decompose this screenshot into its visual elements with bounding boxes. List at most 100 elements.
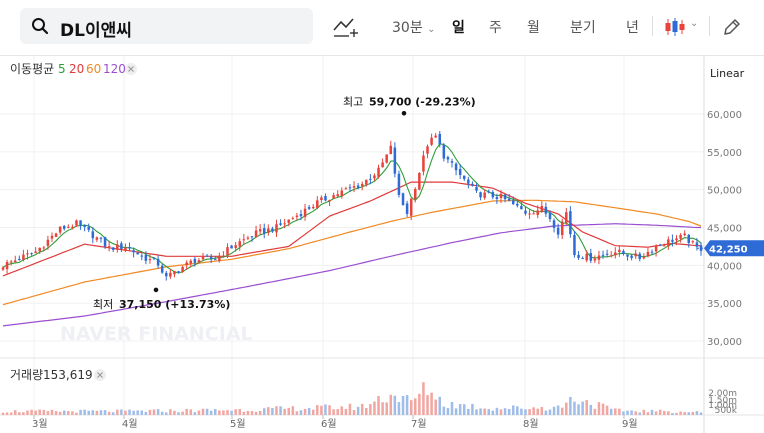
x-tick-label: 7월	[411, 418, 427, 430]
candle-body	[222, 255, 225, 257]
candle-body	[597, 255, 601, 260]
volume-bar	[450, 401, 454, 415]
x-tick-label: 9월	[622, 418, 638, 430]
y-tick-label: 45,000	[707, 224, 742, 235]
volume-bar	[573, 401, 576, 415]
volume-bar	[454, 408, 458, 415]
volume-bar	[311, 409, 315, 415]
ma120-legend[interactable]: 120	[103, 62, 126, 76]
volume-bar	[446, 408, 450, 415]
candle-body	[438, 133, 442, 145]
candle-body	[581, 258, 584, 260]
candle-body	[646, 251, 650, 257]
volume-bar	[552, 406, 556, 415]
candle-body	[87, 226, 90, 230]
volume-bar	[356, 406, 360, 415]
x-axis: 3월 4월 5월 6월 7월 8월 9월	[32, 415, 638, 430]
ma5-legend[interactable]: 5	[58, 62, 66, 76]
pencil-icon[interactable]	[722, 17, 742, 37]
volume-bar	[544, 410, 548, 415]
volume-bar	[622, 411, 625, 415]
candle-body	[356, 185, 360, 188]
tab-period-week[interactable]: 주	[489, 20, 502, 36]
candle-body	[226, 247, 229, 256]
volume-bar	[691, 411, 695, 415]
volume-bar	[671, 413, 674, 415]
volume-bar	[67, 411, 70, 415]
candle-body	[430, 137, 433, 145]
volume-bar	[193, 412, 197, 415]
candle-body	[528, 213, 531, 215]
volume-bar	[128, 409, 131, 415]
low-value: 37,150 (+13.73%)	[119, 298, 230, 311]
candle-body	[181, 266, 184, 273]
candle-body	[91, 231, 95, 239]
tab-period-year[interactable]: 년	[626, 20, 639, 36]
volume-bar	[593, 408, 597, 415]
search-input[interactable]: DL이앤씨	[60, 21, 132, 41]
volume-bar	[585, 400, 588, 415]
volume-bar	[279, 406, 282, 415]
volume-bar	[442, 406, 446, 415]
volume-bar	[140, 410, 144, 415]
volume-bar	[275, 406, 278, 415]
x-tick-label: 5월	[230, 418, 246, 430]
volume-bar	[189, 409, 193, 415]
volume-bar	[299, 410, 303, 415]
interval-label: 30분	[392, 20, 423, 36]
interval-dropdown[interactable]: 30분 ⌄	[392, 17, 436, 37]
current-price-label: 42,250	[709, 244, 748, 255]
volume-bar	[614, 408, 617, 415]
high-label: 최고	[343, 95, 363, 108]
y-tick-label: 35,000	[707, 299, 742, 310]
volume-bar	[401, 395, 405, 415]
volume-bar	[532, 407, 535, 415]
ma-legend-close-icon[interactable]	[125, 63, 137, 75]
candle-body	[675, 238, 678, 241]
candle-body	[177, 271, 180, 273]
tab-period-quarter[interactable]: 분기	[570, 20, 596, 36]
candle-body	[442, 145, 446, 159]
volume-bar	[360, 403, 364, 415]
candle-body	[385, 154, 388, 163]
candle-body	[467, 179, 470, 184]
volume-bar	[295, 411, 299, 415]
candle-body	[332, 195, 335, 199]
volume-bar	[699, 412, 703, 415]
candle-body	[565, 212, 568, 223]
candles	[1, 130, 703, 281]
ma20-legend[interactable]: 20	[69, 62, 84, 76]
volume-bars	[1, 382, 703, 415]
chart-type-caret[interactable]: ⌄	[690, 18, 699, 29]
volume-bar	[638, 412, 642, 415]
candle-body	[189, 260, 193, 264]
add-indicator-icon[interactable]	[333, 16, 359, 38]
candle-body	[381, 162, 384, 168]
volume-bar	[230, 410, 233, 415]
volume-bar	[369, 404, 372, 415]
volume-bar	[111, 412, 115, 415]
candle-body	[560, 221, 564, 236]
volume-bar	[144, 411, 148, 415]
volume-tick-label: 500k	[715, 406, 738, 416]
tab-period-month[interactable]: 월	[527, 20, 540, 36]
volume-bar	[679, 411, 682, 415]
candle-body	[548, 213, 552, 220]
volume-bar	[5, 412, 9, 415]
search-box[interactable]: DL이앤씨	[20, 8, 313, 44]
candle-body	[671, 239, 674, 242]
toolbar-divider	[652, 16, 653, 36]
scale-selector[interactable]: Linear	[710, 67, 745, 80]
candle-body	[160, 265, 164, 273]
ma60-legend[interactable]: 60	[86, 62, 101, 76]
volume-bar	[22, 412, 25, 415]
tab-period-day[interactable]: 일	[452, 20, 465, 36]
volume-bar	[495, 407, 499, 415]
volume-bar	[242, 411, 246, 415]
candle-body	[348, 187, 352, 189]
volume-legend-close-icon[interactable]	[94, 369, 106, 381]
candle-body	[22, 254, 25, 260]
volume-legend-value: 153,619	[43, 368, 93, 382]
candlestick-type-icon[interactable]	[664, 16, 686, 38]
